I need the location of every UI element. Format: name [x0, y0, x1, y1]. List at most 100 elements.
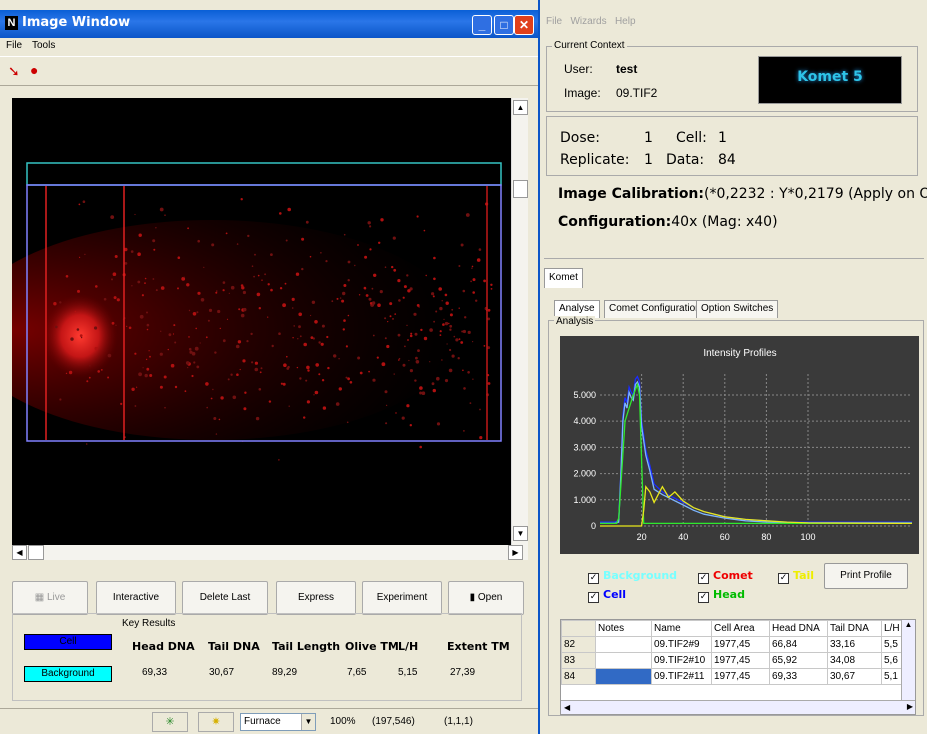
image-canvas[interactable] — [12, 98, 511, 545]
comet-speck — [279, 287, 283, 290]
check-icon: ✓ — [588, 573, 599, 584]
menu-file-right[interactable]: File — [546, 16, 563, 27]
tab-analyse[interactable]: Analyse — [554, 300, 600, 318]
interactive-button[interactable]: Interactive — [96, 581, 176, 615]
tail-length-header: Tail Length — [272, 640, 341, 653]
tab-komet[interactable]: Komet — [544, 268, 583, 288]
scroll-left-icon[interactable]: ◀ — [12, 545, 27, 560]
grid-scroll-up-icon[interactable]: ▲ — [904, 620, 913, 629]
comet-speck — [321, 379, 325, 382]
cell-notes-selected[interactable] — [595, 668, 652, 685]
menu-file[interactable]: File — [6, 40, 23, 51]
col-header-notes[interactable]: Notes — [595, 620, 652, 637]
tab-option-switches[interactable]: Option Switches — [696, 300, 779, 318]
calibration-line: Image Calibration:(*0,2232 : Y*0,2179 (A… — [558, 186, 927, 202]
grid-scroll-left-icon[interactable]: ◀ — [564, 703, 571, 712]
brightness-icon[interactable]: ✷ — [198, 712, 234, 732]
table-row[interactable]: 82 09.TIF2#9 1977,45 66,84 33,16 5,5 — [561, 636, 906, 653]
comet-speck — [314, 320, 318, 324]
checkbox-comet[interactable]: ✓ Comet — [698, 569, 753, 584]
cell-roi[interactable] — [26, 184, 502, 442]
comet-speck — [416, 304, 420, 307]
checkbox-cell[interactable]: ✓ Cell — [588, 588, 626, 603]
checkbox-tail[interactable]: ✓ Tail — [778, 569, 814, 584]
comet-speck — [345, 345, 348, 348]
table-row[interactable]: 84 09.TIF2#11 1977,45 69,33 30,67 5,1 — [561, 668, 906, 685]
comet-speck — [280, 382, 283, 385]
col-header-name[interactable]: Name — [651, 620, 712, 637]
comet-speck — [393, 373, 395, 375]
menu-wizards[interactable]: Wizards — [570, 16, 607, 27]
comet-speck — [282, 382, 286, 386]
comet-speck — [270, 253, 273, 256]
comet-speck — [146, 323, 150, 327]
grid-scroll-right-icon[interactable]: ▶ — [906, 702, 913, 711]
row-index: 83 — [561, 652, 596, 669]
chevron-down-icon[interactable]: ▼ — [301, 714, 315, 730]
express-button[interactable]: Express — [276, 581, 356, 615]
scroll-right-icon[interactable]: ▶ — [508, 545, 523, 560]
checkbox-head[interactable]: ✓ Head — [698, 588, 745, 603]
tab-comet-configuration[interactable]: Comet Configuration — [604, 300, 706, 318]
comet-speck — [264, 273, 266, 276]
menu-help[interactable]: Help — [614, 16, 636, 27]
grid-hscroll[interactable]: ◀ ▶ — [561, 700, 915, 714]
minimize-icon[interactable]: _ — [472, 15, 492, 35]
comet-speck — [107, 353, 112, 358]
image-window: N Image Window _ □ ✕ File Tools ➘ ● — [0, 0, 538, 734]
checkbox-background[interactable]: ✓ Background — [588, 569, 677, 584]
scroll-down-icon[interactable]: ▼ — [513, 526, 528, 541]
menu-tools[interactable]: Tools — [32, 40, 56, 51]
comet-image — [12, 162, 502, 461]
col-header-index[interactable] — [561, 620, 596, 637]
comet-speck — [433, 277, 436, 281]
comet-speck — [141, 294, 144, 297]
vertical-scrollbar[interactable]: ▲ ▼ — [511, 98, 528, 545]
cell-name: 09.TIF2#11 — [651, 668, 712, 685]
maximize-icon[interactable]: □ — [494, 15, 514, 35]
scroll-thumb[interactable] — [513, 180, 528, 198]
comet-speck — [419, 391, 423, 395]
comet-speck — [59, 398, 62, 401]
right-menu-bar: File Wizards Help — [546, 16, 636, 27]
col-header-head-dna[interactable]: Head DNA — [769, 620, 828, 637]
scroll-up-icon[interactable]: ▲ — [513, 100, 528, 115]
comet-speck — [342, 291, 346, 296]
zoom-tool-icon[interactable]: ● — [30, 62, 39, 78]
comet-speck — [145, 358, 148, 361]
col-header-tail-dna[interactable]: Tail DNA — [827, 620, 882, 637]
comet-speck — [65, 372, 68, 375]
comet-speck — [103, 297, 107, 301]
comet-speck — [285, 239, 288, 242]
col-header-cell-area[interactable]: Cell Area — [711, 620, 770, 637]
comet-speck — [115, 324, 117, 326]
comet-speck — [309, 255, 312, 258]
experiment-button[interactable]: Experiment — [362, 581, 442, 615]
comet-speck — [188, 347, 192, 351]
cell-color-swatch: Cell — [24, 634, 112, 650]
open-button[interactable]: ▮ Open — [448, 581, 524, 615]
table-row[interactable]: 83 09.TIF2#10 1977,45 65,92 34,08 5,6 — [561, 652, 906, 669]
comet-speck — [258, 307, 261, 310]
auto-detect-icon[interactable]: ✳ — [152, 712, 188, 732]
check-icon: ✓ — [698, 592, 709, 603]
comet-speck — [134, 213, 136, 216]
delete-last-button[interactable]: Delete Last — [182, 581, 268, 615]
live-button[interactable]: ▦ Live — [12, 581, 88, 615]
cell-notes[interactable] — [595, 652, 652, 669]
grid-vscroll[interactable]: ▲ — [901, 620, 915, 700]
comet-speck — [386, 344, 390, 349]
print-profile-button[interactable]: Print Profile — [824, 563, 908, 589]
background-roi[interactable] — [26, 162, 502, 186]
hscroll-thumb[interactable] — [28, 545, 44, 560]
close-icon[interactable]: ✕ — [514, 15, 534, 35]
comet-speck — [250, 332, 253, 336]
pointer-tool-icon[interactable]: ➘ — [8, 63, 20, 79]
results-grid[interactable]: Notes Name Cell Area Head DNA Tail DNA L… — [560, 619, 916, 715]
comet-speck — [439, 334, 442, 336]
horizontal-scrollbar[interactable]: ◀ ▶ — [12, 545, 528, 560]
colormap-select[interactable]: Furnace ▼ — [240, 713, 316, 731]
cell-notes[interactable] — [595, 636, 652, 653]
title-bar[interactable]: N Image Window _ □ ✕ — [0, 10, 538, 38]
y-tick-label: 3.000 — [573, 442, 596, 452]
